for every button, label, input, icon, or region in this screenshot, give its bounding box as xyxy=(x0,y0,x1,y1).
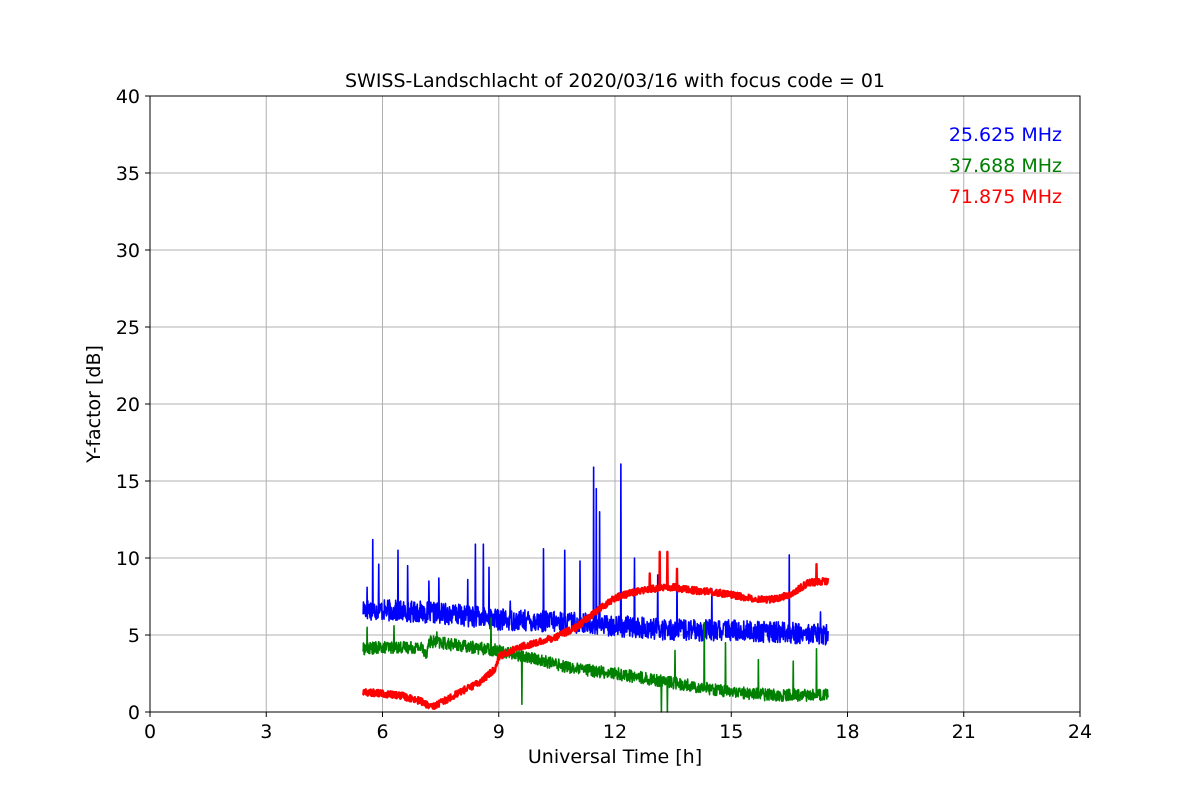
y-tick-label: 40 xyxy=(116,86,140,108)
y-tick-label: 5 xyxy=(128,625,140,647)
series-line-1 xyxy=(362,463,829,646)
series-line-2 xyxy=(362,617,829,713)
x-tick-label: 18 xyxy=(835,721,859,743)
y-tick-label: 35 xyxy=(116,163,140,185)
x-axis-label: Universal Time [h] xyxy=(528,746,702,768)
axis-ticks: 0 3 6 9 12 15 18 21 24 0 5 10 15 20 25 30 35 40 xyxy=(116,86,1092,743)
series-lines xyxy=(361,463,830,713)
x-tick-label: 0 xyxy=(144,721,156,743)
series-line-3 xyxy=(361,550,830,710)
legend: 25.625 MHz 37.688 MHz 71.875 MHz xyxy=(949,124,1062,208)
x-tick-label: 6 xyxy=(376,721,388,743)
x-tick-label: 24 xyxy=(1068,721,1092,743)
y-tick-label: 25 xyxy=(116,317,140,339)
x-tick-label: 15 xyxy=(719,721,743,743)
x-tick-label: 12 xyxy=(603,721,627,743)
legend-entry-2: 37.688 MHz xyxy=(949,155,1062,177)
legend-entry-1: 25.625 MHz xyxy=(949,124,1062,146)
y-axis-label: Y-factor [dB] xyxy=(83,345,105,464)
y-tick-label: 30 xyxy=(116,240,140,262)
y-tick-label: 10 xyxy=(116,548,140,570)
x-tick-label: 9 xyxy=(493,721,505,743)
x-tick-label: 3 xyxy=(260,721,272,743)
chart-title: SWISS-Landschlacht of 2020/03/16 with fo… xyxy=(345,70,885,92)
y-tick-label: 15 xyxy=(116,471,140,493)
x-tick-label: 21 xyxy=(952,721,976,743)
y-tick-label: 0 xyxy=(128,702,140,724)
legend-entry-3: 71.875 MHz xyxy=(949,186,1062,208)
y-tick-label: 20 xyxy=(116,394,140,416)
grid xyxy=(150,96,1080,712)
